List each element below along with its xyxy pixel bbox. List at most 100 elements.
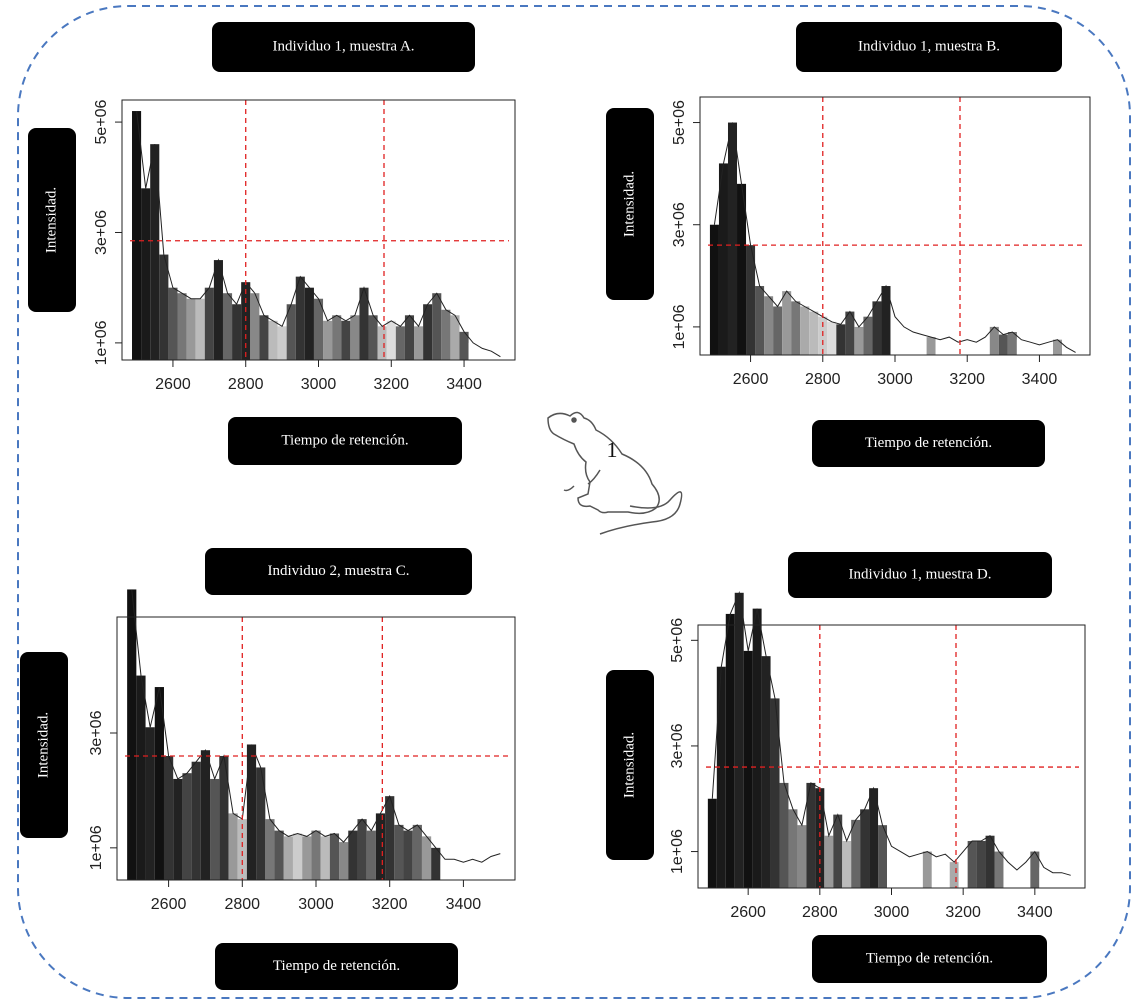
x-tick-label: 3400 bbox=[446, 376, 482, 393]
bar bbox=[259, 315, 268, 360]
bar bbox=[268, 321, 277, 360]
bar bbox=[232, 304, 241, 360]
bar bbox=[265, 819, 274, 880]
bar bbox=[357, 819, 366, 880]
bar bbox=[296, 277, 305, 360]
bar bbox=[981, 337, 990, 355]
y-tick-label: 3e+06 bbox=[671, 202, 688, 247]
bar bbox=[168, 288, 177, 360]
bar bbox=[791, 301, 800, 355]
bar bbox=[735, 593, 744, 888]
bar bbox=[809, 312, 818, 355]
bar bbox=[413, 825, 422, 880]
bar bbox=[872, 301, 881, 355]
bar bbox=[827, 322, 836, 355]
y-tick-label: 3e+06 bbox=[669, 723, 686, 768]
x-tick-label: 2800 bbox=[228, 376, 264, 393]
bar bbox=[155, 687, 164, 880]
bar bbox=[963, 340, 972, 355]
chart-title: Individuo 1, muestra D. bbox=[849, 566, 992, 582]
bar bbox=[127, 589, 136, 880]
bar bbox=[350, 315, 359, 360]
bar bbox=[332, 315, 341, 360]
bar bbox=[414, 326, 423, 360]
bar bbox=[210, 779, 219, 880]
bar bbox=[305, 288, 314, 360]
bar bbox=[136, 676, 145, 880]
bar bbox=[487, 351, 496, 360]
x-tick-label: 2800 bbox=[802, 904, 838, 921]
bar bbox=[1026, 342, 1035, 355]
bar bbox=[726, 614, 735, 888]
bar bbox=[223, 293, 232, 360]
x-tick-label: 3200 bbox=[949, 371, 985, 388]
bar bbox=[945, 337, 954, 355]
x-tick-label: 3200 bbox=[373, 376, 409, 393]
bar bbox=[459, 862, 468, 880]
bar bbox=[936, 340, 945, 355]
chart-title: Individuo 2, muestra C. bbox=[267, 563, 409, 579]
bar bbox=[376, 813, 385, 880]
figure: 1 260028003000320034001e+063e+065e+06Ind… bbox=[0, 0, 1148, 1006]
bar bbox=[854, 327, 863, 355]
bar bbox=[905, 857, 914, 888]
y-axis-label: Intensidad. bbox=[35, 712, 51, 778]
bar bbox=[1057, 873, 1066, 888]
bar bbox=[196, 299, 205, 360]
y-tick-label: 5e+06 bbox=[669, 618, 686, 663]
bar bbox=[441, 310, 450, 360]
bar bbox=[836, 324, 845, 355]
bar bbox=[977, 841, 986, 888]
x-tick-label: 2800 bbox=[805, 371, 841, 388]
bar bbox=[341, 321, 350, 360]
plot bbox=[132, 111, 505, 360]
bar bbox=[205, 288, 214, 360]
bar bbox=[486, 856, 495, 880]
bar bbox=[278, 326, 287, 360]
bar bbox=[284, 836, 293, 880]
bar bbox=[878, 825, 887, 888]
bar bbox=[1017, 340, 1026, 355]
bar bbox=[250, 293, 259, 360]
x-tick-label: 2600 bbox=[730, 904, 766, 921]
y-tick-label: 1e+06 bbox=[93, 320, 110, 365]
bar bbox=[396, 326, 405, 360]
annotation: 1 bbox=[607, 437, 618, 462]
bar bbox=[1048, 873, 1057, 888]
bar bbox=[422, 836, 431, 880]
bar bbox=[995, 852, 1004, 888]
plot bbox=[708, 593, 1075, 888]
y-tick-label: 5e+06 bbox=[93, 100, 110, 145]
y-axis-label: Intensidad. bbox=[621, 732, 637, 798]
bar bbox=[900, 327, 909, 355]
bar bbox=[863, 317, 872, 355]
plot bbox=[127, 589, 505, 880]
bar bbox=[187, 299, 196, 360]
bar bbox=[1062, 347, 1071, 355]
bar bbox=[311, 831, 320, 880]
bar bbox=[146, 727, 155, 880]
bar bbox=[394, 825, 403, 880]
bar bbox=[788, 809, 797, 888]
plot bbox=[710, 123, 1080, 356]
bar bbox=[773, 306, 782, 355]
y-tick-label: 5e+06 bbox=[671, 100, 688, 145]
bar bbox=[132, 111, 141, 360]
bar bbox=[247, 744, 256, 880]
bar bbox=[851, 820, 860, 888]
bar bbox=[744, 651, 753, 888]
x-tick-label: 2600 bbox=[733, 371, 769, 388]
x-axis-label: Tiempo de retención. bbox=[281, 432, 408, 448]
bar bbox=[323, 321, 332, 360]
bar bbox=[173, 779, 182, 880]
bar bbox=[923, 852, 932, 888]
x-tick-label: 2600 bbox=[151, 896, 187, 913]
bar bbox=[780, 783, 789, 888]
bar bbox=[404, 831, 413, 880]
bar bbox=[348, 831, 357, 880]
rat-drawing bbox=[548, 412, 682, 534]
bar bbox=[1021, 862, 1030, 888]
bar bbox=[159, 255, 168, 360]
bar bbox=[387, 321, 396, 360]
bar bbox=[887, 846, 896, 888]
